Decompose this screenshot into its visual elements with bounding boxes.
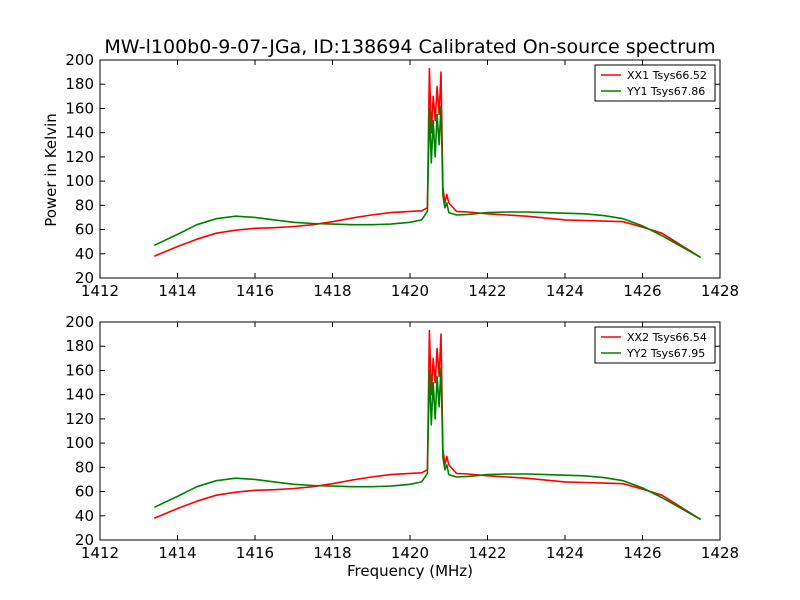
x-tick-label-top-1: 1414 bbox=[158, 282, 196, 300]
series-line-bottom-0 bbox=[153, 329, 702, 521]
series-line-top-0 bbox=[153, 67, 702, 259]
x-tick-label-bottom-5: 1422 bbox=[468, 544, 506, 562]
legend-label-bottom-1: YY2 Tsys67.95 bbox=[626, 347, 705, 360]
y-tick-label-top-1: 40 bbox=[75, 245, 94, 263]
y-tick-label-bottom-9: 200 bbox=[65, 313, 94, 331]
legend-bottom: XX2 Tsys66.54 YY2 Tsys67.95 bbox=[594, 326, 716, 364]
x-tick-label-top-5: 1422 bbox=[468, 282, 506, 300]
y-tick-label-bottom-0: 20 bbox=[75, 531, 94, 549]
x-tick-label-bottom-1: 1414 bbox=[158, 544, 196, 562]
legend-label-bottom-0: XX2 Tsys66.54 bbox=[627, 331, 707, 344]
y-tick-label-top-0: 20 bbox=[75, 269, 94, 287]
y-tick-label-bottom-5: 120 bbox=[65, 410, 94, 428]
x-axis-label: Frequency (MHz) bbox=[347, 562, 473, 580]
x-tick-label-top-7: 1426 bbox=[623, 282, 661, 300]
y-tick-label-bottom-7: 160 bbox=[65, 361, 94, 379]
y-tick-label-bottom-6: 140 bbox=[65, 386, 94, 404]
y-tick-label-top-2: 60 bbox=[75, 221, 94, 239]
y-tick-label-top-4: 100 bbox=[65, 172, 94, 190]
y-tick-label-bottom-2: 60 bbox=[75, 483, 94, 501]
legend-label-top-1: YY1 Tsys67.86 bbox=[626, 85, 705, 98]
y-tick-label-top-3: 80 bbox=[75, 196, 94, 214]
plot-panel-top: 1412 1414 1416 1418 1420 1422 1424 1426 1428 20 40… bbox=[65, 51, 739, 300]
x-tick-label-top-0: 1412 bbox=[81, 282, 119, 300]
legend-box-bottom bbox=[594, 326, 716, 364]
x-tick-label-top-4: 1420 bbox=[391, 282, 429, 300]
x-tick-label-top-6: 1424 bbox=[546, 282, 584, 300]
legend-top: XX1 Tsys66.52 YY1 Tsys67.86 bbox=[594, 64, 716, 102]
x-tick-label-top-8: 1428 bbox=[701, 282, 739, 300]
y-axis-label: Power in Kelvin bbox=[42, 113, 60, 227]
chart-title: MW-l100b0-9-07-JGa, ID:138694 Calibrated… bbox=[104, 36, 715, 58]
x-tick-label-top-3: 1418 bbox=[313, 282, 351, 300]
y-tick-label-top-6: 140 bbox=[65, 124, 94, 142]
panels: 1412 1414 1416 1418 1420 1422 1424 1426 1428 20 40… bbox=[65, 51, 739, 562]
plot-panel-bottom: 1412 1414 1416 1418 1420 1422 1424 1426 1428 20 40… bbox=[65, 313, 739, 562]
legend-box-top bbox=[594, 64, 716, 102]
series-line-top-1 bbox=[153, 105, 701, 259]
y-tick-label-bottom-8: 180 bbox=[65, 337, 94, 355]
x-tick-label-bottom-2: 1416 bbox=[236, 544, 274, 562]
legend-label-top-0: XX1 Tsys66.52 bbox=[627, 69, 707, 82]
y-tick-label-top-7: 160 bbox=[65, 99, 94, 117]
x-tick-label-bottom-4: 1420 bbox=[391, 544, 429, 562]
x-tick-label-bottom-7: 1426 bbox=[623, 544, 661, 562]
y-tick-label-top-9: 200 bbox=[65, 51, 94, 69]
x-tick-label-bottom-0: 1412 bbox=[81, 544, 119, 562]
y-tick-label-bottom-3: 80 bbox=[75, 458, 94, 476]
y-tick-label-bottom-1: 40 bbox=[75, 507, 94, 525]
x-tick-label-bottom-8: 1428 bbox=[701, 544, 739, 562]
x-tick-label-top-2: 1416 bbox=[236, 282, 274, 300]
x-tick-label-bottom-3: 1418 bbox=[313, 544, 351, 562]
y-tick-label-bottom-4: 100 bbox=[65, 434, 94, 452]
y-tick-label-top-8: 180 bbox=[65, 75, 94, 93]
y-tick-label-top-5: 120 bbox=[65, 148, 94, 166]
x-tick-label-bottom-6: 1424 bbox=[546, 544, 584, 562]
series-line-bottom-1 bbox=[153, 367, 701, 521]
